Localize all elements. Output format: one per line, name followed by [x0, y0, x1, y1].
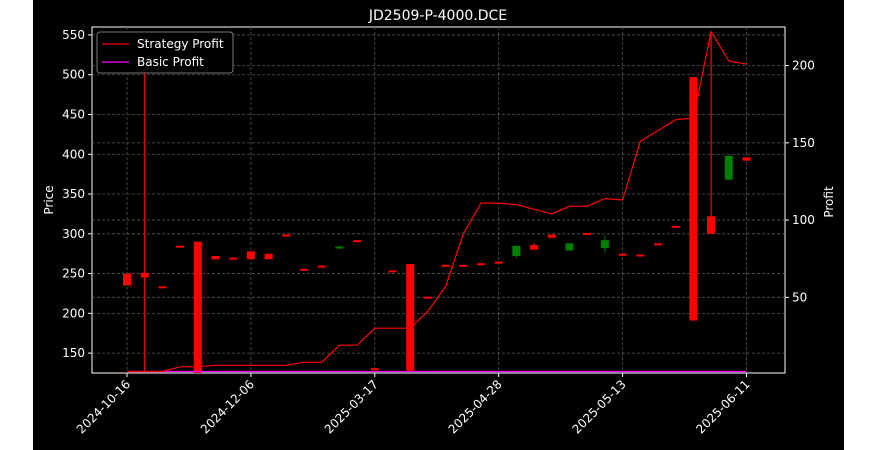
candle-body-27	[600, 240, 609, 249]
candle-body-34	[724, 155, 733, 180]
candle-body-26	[583, 233, 592, 236]
candle-body-20	[477, 263, 485, 266]
candle-body-17	[423, 296, 432, 299]
candle-body-5	[211, 256, 220, 260]
candle-body-15	[388, 270, 397, 273]
y-axis-right-label: Profit	[822, 186, 836, 218]
y-right-tick-label-100: 100	[792, 213, 815, 227]
candle-body-24	[547, 234, 556, 238]
y-left-tick-label-400: 400	[62, 147, 85, 161]
candle-body-32	[689, 77, 698, 321]
y-axis-left-label: Price	[42, 185, 56, 214]
y-left-tick-label-550: 550	[62, 28, 85, 42]
y-left-tick-label-500: 500	[62, 68, 85, 82]
candle-body-28	[618, 253, 627, 256]
candle-body-23	[530, 244, 539, 250]
plot-area-frame	[91, 26, 786, 374]
candle-body-35	[742, 157, 751, 161]
series-line-strategy-profit	[127, 31, 747, 373]
candle-body-30	[654, 243, 662, 246]
candle-body-3	[176, 245, 185, 248]
candle-body-25	[565, 243, 574, 251]
candle-body-18	[441, 264, 450, 267]
y-left-tick-label-150: 150	[62, 346, 85, 360]
candle-body-8	[264, 253, 273, 260]
candle-body-12	[335, 246, 344, 249]
candle-body-7	[246, 251, 255, 260]
candle-body-13	[353, 240, 362, 243]
profit-lines	[127, 31, 747, 373]
candle-body-31	[671, 225, 680, 228]
candle-body-16	[406, 264, 415, 371]
legend-box	[96, 31, 234, 74]
candle-body-4	[193, 241, 202, 373]
y-left-tick-label-250: 250	[62, 267, 85, 281]
y-left-tick-label-300: 300	[62, 227, 85, 241]
legend-label-basic-profit: Basic Profit	[137, 55, 204, 69]
candle-body-2	[158, 286, 167, 289]
y-left-tick-label-350: 350	[62, 187, 85, 201]
candle-body-11	[317, 265, 326, 268]
y-left-tick-label-200: 200	[62, 306, 85, 320]
candle-body-19	[459, 264, 468, 267]
candle-body-14	[370, 368, 379, 371]
candle-body-6	[229, 257, 238, 260]
candle-body-10	[300, 268, 308, 271]
candle-body-0	[123, 273, 131, 286]
y-left-tick-label-450: 450	[62, 107, 85, 121]
candle-body-21	[494, 261, 503, 264]
y-right-tick-label-200: 200	[792, 59, 815, 73]
candle-body-22	[512, 245, 521, 257]
y-right-tick-label-150: 150	[792, 136, 815, 150]
legend: Strategy Profit Basic Profit	[96, 31, 234, 74]
legend-label-strategy-profit: Strategy Profit	[137, 37, 224, 51]
candle-body-9	[282, 234, 291, 237]
candle-body-29	[636, 254, 645, 257]
chart-title: JD2509-P-4000.DCE	[368, 8, 507, 24]
y-right-tick-label-50: 50	[792, 290, 807, 304]
